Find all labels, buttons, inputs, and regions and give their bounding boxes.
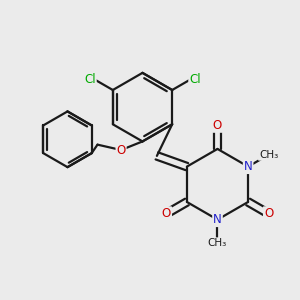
Text: CH₃: CH₃ <box>208 238 227 248</box>
Text: O: O <box>116 143 126 157</box>
Text: O: O <box>162 207 171 220</box>
Text: O: O <box>264 207 273 220</box>
Text: N: N <box>213 213 222 226</box>
Text: Cl: Cl <box>189 73 201 86</box>
Text: O: O <box>213 119 222 132</box>
Text: CH₃: CH₃ <box>259 150 278 160</box>
Text: Cl: Cl <box>84 73 96 86</box>
Text: N: N <box>244 160 253 173</box>
